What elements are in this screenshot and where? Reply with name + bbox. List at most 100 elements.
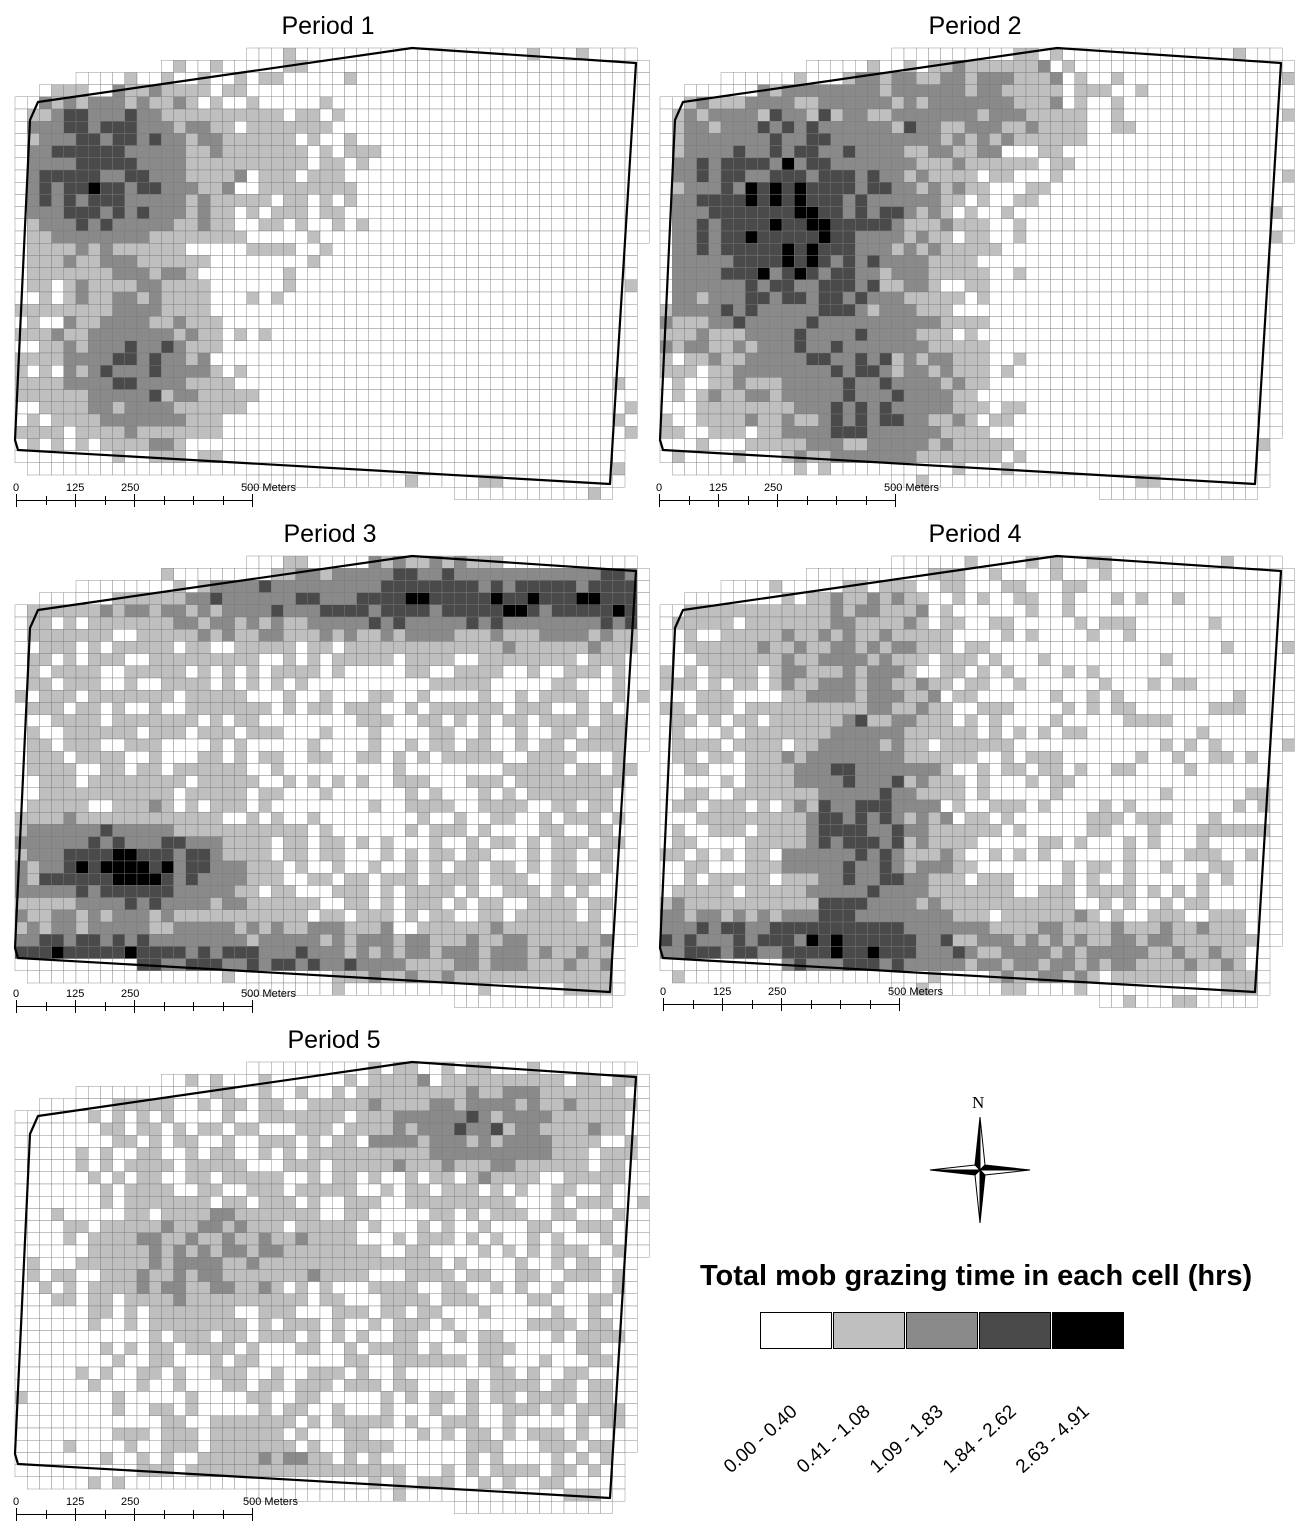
grid-cell — [515, 340, 528, 354]
grid-cell — [344, 616, 357, 630]
grid-cell — [478, 133, 492, 146]
grid-cell — [793, 413, 807, 427]
grid-cell — [246, 316, 260, 329]
grid-cell — [563, 316, 577, 329]
grid-cell — [246, 592, 260, 605]
grid-cell — [793, 145, 807, 159]
grid-cell — [100, 824, 113, 837]
grid-cell — [173, 60, 187, 73]
grid-cell — [1257, 194, 1271, 207]
grid-cell — [295, 340, 309, 354]
grid-cell — [830, 84, 844, 97]
grid-cell — [515, 812, 528, 825]
grid-cell — [283, 255, 296, 268]
grid-cell — [356, 413, 370, 427]
grid-cell — [576, 775, 589, 789]
grid-cell — [1123, 133, 1137, 146]
grid-cell — [185, 255, 199, 268]
grid-cell — [684, 194, 697, 207]
grid-cell — [332, 616, 345, 630]
grid-cell — [112, 702, 125, 715]
grid-cell — [745, 206, 758, 220]
grid-cell — [1233, 145, 1246, 159]
grid-cell — [1123, 462, 1137, 476]
grid-cell — [672, 377, 685, 390]
grid-cell — [478, 72, 492, 85]
grid-cell — [964, 169, 978, 183]
grid-cell — [600, 365, 613, 378]
grid-cell — [466, 242, 479, 256]
grid-cell — [368, 120, 382, 134]
grid-cell — [63, 641, 77, 654]
grid-cell — [100, 145, 113, 159]
grid-cell — [708, 145, 722, 159]
grid-cell — [63, 291, 77, 305]
grid-cell — [588, 628, 601, 642]
grid-cell — [1123, 242, 1137, 256]
grid-cell — [295, 133, 309, 146]
grid-cell — [271, 120, 284, 134]
grid-cell — [600, 157, 613, 171]
grid-cell — [405, 714, 418, 728]
grid-cell — [136, 133, 150, 146]
grid-cell — [258, 120, 272, 134]
grid-cell — [672, 413, 685, 427]
grid-cell — [271, 352, 284, 366]
grid-cell — [830, 365, 844, 378]
grid-cell — [867, 194, 880, 207]
grid-cell — [854, 255, 868, 268]
grid-cell — [441, 750, 455, 764]
grid-cell — [576, 255, 589, 268]
grid-cell — [989, 413, 1002, 427]
grid-cell — [684, 230, 697, 244]
grid-cell — [793, 242, 807, 256]
grid-cell — [100, 702, 113, 715]
grid-cell — [75, 653, 89, 667]
grid-cell — [454, 450, 467, 464]
grid-cell — [14, 604, 28, 618]
grid-cell — [1257, 133, 1271, 146]
grid-cell — [14, 616, 28, 630]
grid-cell — [39, 616, 52, 630]
grid-cell — [757, 96, 770, 110]
grid-cell — [161, 763, 174, 776]
grid-cell — [222, 181, 235, 195]
grid-cell — [319, 775, 333, 789]
grid-cell — [27, 218, 40, 232]
grid-cell — [454, 72, 467, 85]
grid-cell — [1074, 377, 1088, 390]
grid-cell — [563, 84, 577, 97]
grid-cell — [222, 230, 235, 244]
grid-cell — [989, 377, 1002, 390]
grid-cell — [441, 836, 455, 850]
grid-cell — [429, 316, 443, 329]
grid-cell — [588, 169, 601, 183]
grid-cell — [818, 60, 832, 73]
grid-cell — [916, 157, 929, 171]
grid-cell — [928, 84, 941, 97]
grid-cell — [502, 592, 516, 605]
grid-cell — [368, 763, 382, 776]
grid-cell — [527, 304, 540, 317]
grid-cell — [429, 133, 443, 146]
grid-cell — [1074, 255, 1088, 268]
grid-cell — [173, 230, 187, 244]
grid-cell — [63, 145, 77, 159]
grid-cell — [1123, 413, 1137, 427]
grid-cell — [283, 267, 296, 281]
grid-cell — [588, 487, 601, 500]
grid-cell — [393, 438, 406, 451]
grid-cell — [454, 426, 467, 439]
grid-cell — [1062, 194, 1076, 207]
grid-cell — [1233, 181, 1246, 195]
grid-cell — [332, 689, 345, 703]
grid-cell — [1062, 267, 1076, 281]
grid-cell — [1001, 194, 1015, 207]
grid-cell — [757, 242, 770, 256]
grid-cell — [173, 291, 187, 305]
grid-cell — [720, 120, 734, 134]
grid-cell — [405, 750, 418, 764]
grid-cell — [51, 181, 64, 195]
grid-cell — [952, 352, 966, 366]
grid-cell — [429, 230, 443, 244]
